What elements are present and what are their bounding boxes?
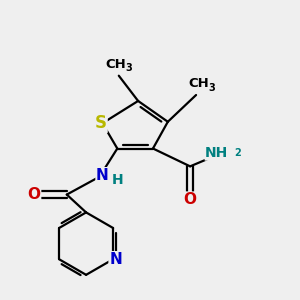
Text: 3: 3: [125, 63, 132, 73]
Text: O: O: [28, 187, 40, 202]
Text: CH: CH: [105, 58, 126, 71]
Text: 2: 2: [234, 148, 241, 158]
Text: N: N: [109, 252, 122, 267]
Text: S: S: [95, 114, 107, 132]
Text: 3: 3: [208, 82, 215, 93]
Text: NH: NH: [205, 146, 229, 160]
Text: N: N: [96, 168, 109, 183]
Text: H: H: [112, 173, 123, 187]
Text: O: O: [184, 192, 196, 207]
Text: CH: CH: [189, 77, 209, 90]
